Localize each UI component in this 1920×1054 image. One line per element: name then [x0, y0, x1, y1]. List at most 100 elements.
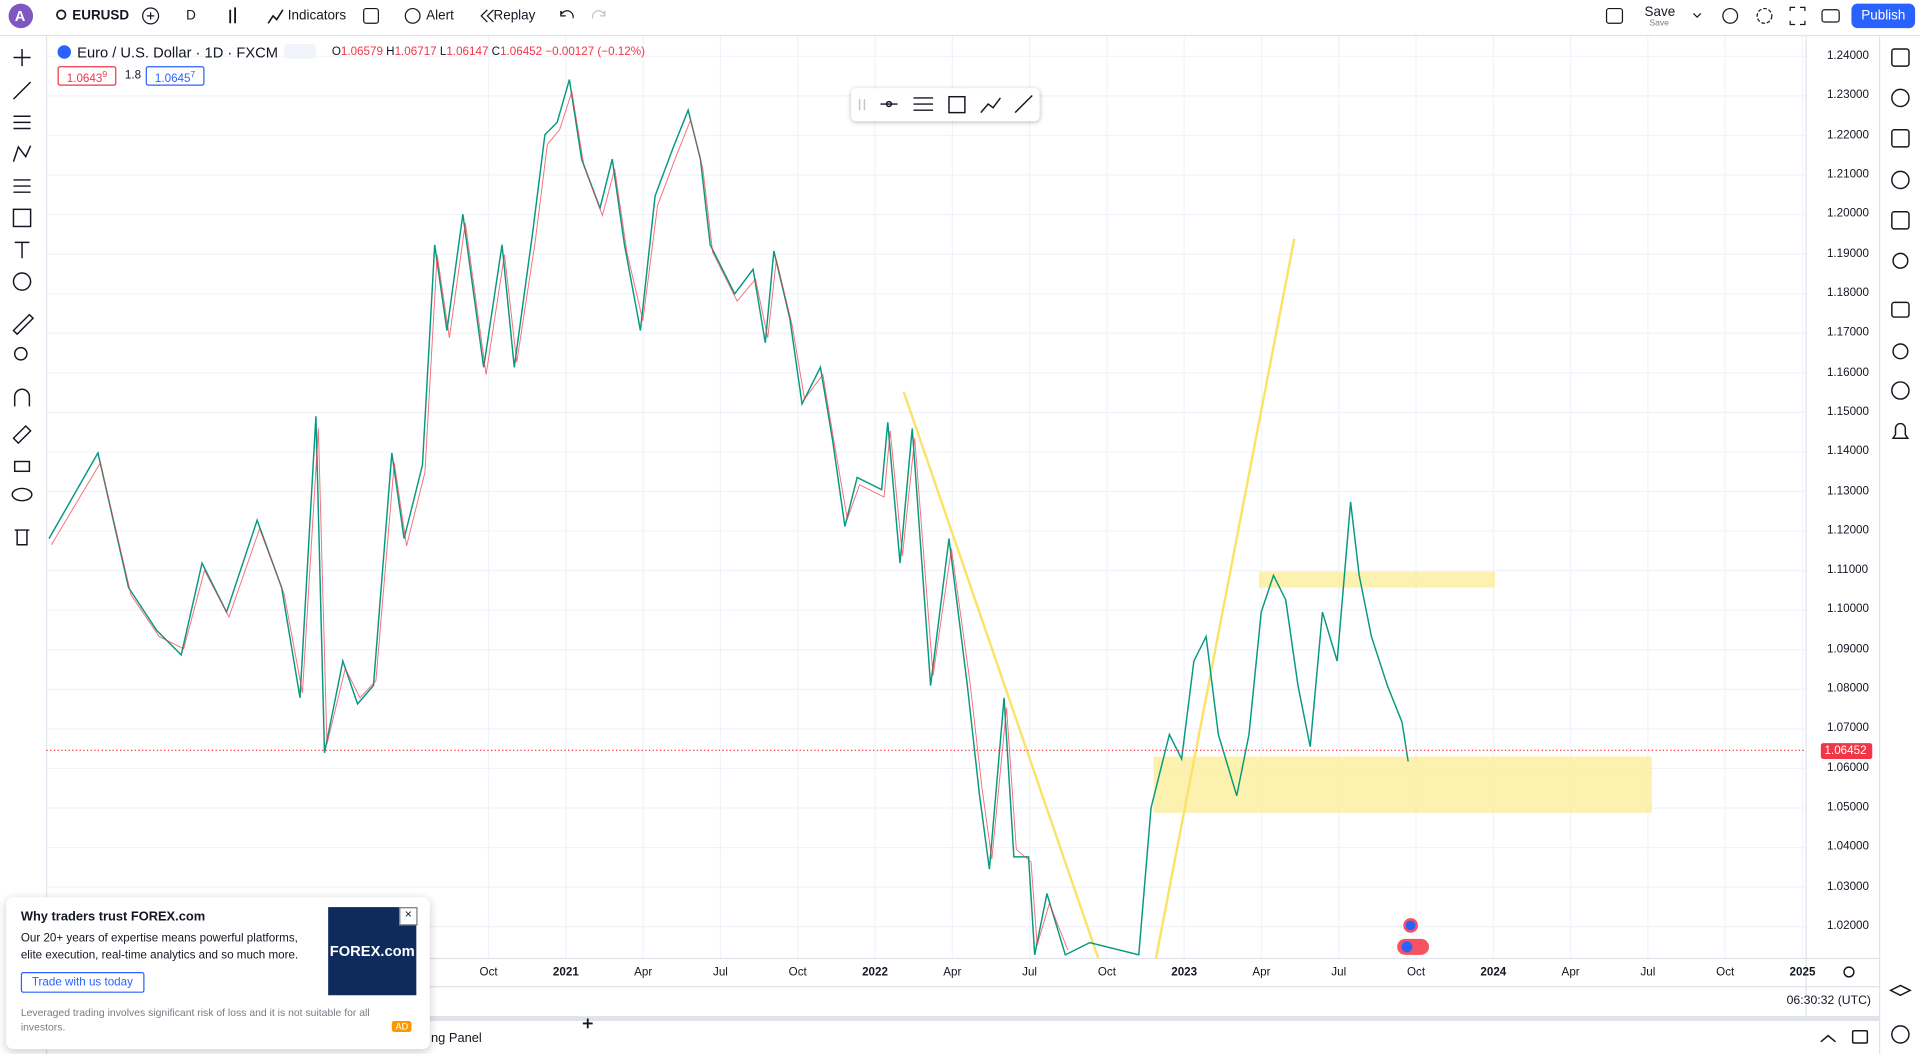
price-tick: 1.17000 [1826, 325, 1869, 340]
ohlc-label: H [386, 45, 395, 59]
price-tick: 1.08000 [1826, 681, 1869, 696]
change: −0.00127 (−0.12%) [545, 45, 645, 59]
price-tick: 1.13000 [1826, 484, 1869, 498]
line-tool [885, 100, 893, 108]
zone-rect [1153, 756, 1652, 813]
layout-icon[interactable] [1605, 7, 1624, 24]
price-tick: 1.23000 [1826, 88, 1869, 102]
settings[interactable] [1756, 7, 1773, 24]
price-tick: 1.15000 [1826, 405, 1869, 419]
forecast-tool[interactable] [13, 179, 31, 193]
time-tick: Oct [1716, 965, 1735, 980]
shapes-tool[interactable] [12, 208, 32, 228]
event-marker[interactable] [1405, 920, 1416, 931]
floating-toolbar-icons [858, 94, 1033, 114]
drawing-tools [11, 48, 35, 546]
axis-settings[interactable] [1843, 966, 1855, 978]
legend-toggle[interactable] [284, 44, 316, 59]
redo-icon[interactable] [591, 10, 606, 19]
price-series [48, 79, 1409, 956]
streams[interactable] [1892, 343, 1909, 360]
snapshot[interactable] [1821, 9, 1840, 23]
help[interactable] [1891, 1025, 1910, 1044]
chart-type-icon[interactable] [229, 7, 237, 24]
draw-mode-tool[interactable] [12, 424, 32, 445]
replay-icon[interactable] [480, 9, 494, 23]
remove-tool[interactable] [14, 529, 30, 546]
measure-tool[interactable] [12, 313, 35, 336]
avatar[interactable] [8, 3, 34, 29]
ad-title: Why traders trust FOREX.com [20, 909, 206, 925]
sell-button[interactable]: 1.06439 [57, 66, 117, 86]
add-symbol-icon[interactable] [142, 7, 160, 25]
ohlc: O1.06579 H1.06717 L1.06147 C1.06452 −0.0… [332, 45, 645, 58]
ohlc-value: 1.06452 [500, 45, 543, 59]
ray-tool[interactable] [1014, 94, 1033, 114]
ohlc-label: L [439, 45, 447, 59]
chats[interactable] [1891, 301, 1910, 318]
templates-icon[interactable] [363, 7, 379, 24]
rect-tool[interactable] [948, 95, 966, 114]
price-tick: 1.11000 [1826, 563, 1869, 577]
search-icon[interactable] [56, 9, 67, 20]
ideas[interactable] [1892, 252, 1909, 269]
publish[interactable]: Publish [1861, 8, 1906, 24]
zoom-tool[interactable] [13, 346, 28, 361]
crosshair-tool[interactable] [13, 48, 31, 67]
panel-maximize[interactable] [1851, 1030, 1869, 1044]
undo-icon[interactable] [560, 10, 574, 19]
notifications[interactable] [1891, 422, 1910, 439]
ad-button[interactable]: Trade with us today [20, 971, 144, 993]
price-tick: 1.16000 [1826, 365, 1869, 379]
alert[interactable]: Alert [426, 8, 454, 24]
buy-button[interactable]: 1.06457 [145, 66, 205, 86]
text-tool[interactable] [14, 241, 30, 259]
lock-tool[interactable] [13, 460, 31, 473]
hide-tool[interactable] [11, 487, 33, 502]
time-tick: Oct [1097, 965, 1116, 980]
time-tick: 2023 [1171, 965, 1198, 980]
path-tool[interactable] [980, 97, 1001, 114]
magnet-tool[interactable] [13, 388, 31, 407]
add-symbol-icon [146, 12, 155, 20]
resize-handle[interactable] [582, 1018, 593, 1029]
fullscreen[interactable] [1789, 6, 1806, 26]
watchlist[interactable] [1891, 48, 1910, 67]
ohlc-value: 1.06579 [340, 45, 383, 59]
broadcasts[interactable] [1891, 381, 1910, 400]
quick-search[interactable] [1722, 7, 1739, 24]
price-tick: 1.18000 [1826, 286, 1869, 300]
fib-tool[interactable] [13, 115, 31, 130]
publish-button[interactable] [1851, 3, 1916, 29]
save-menu[interactable] [1693, 13, 1702, 19]
time-tick: Jul [1640, 965, 1656, 980]
time-tick: Jul [712, 965, 728, 980]
save[interactable]: Save [1644, 4, 1676, 20]
ohlc-value: 1.06147 [446, 45, 489, 59]
calendar[interactable] [1891, 211, 1910, 230]
indicators-icon[interactable] [267, 9, 284, 24]
panel-collapse[interactable] [1820, 1034, 1836, 1043]
data-window[interactable] [1891, 129, 1910, 148]
symbol[interactable]: EURUSD [72, 8, 130, 24]
alert-icon[interactable] [404, 7, 421, 24]
trend-tool[interactable] [12, 81, 32, 100]
bottom-panel-label[interactable]: ng Panel [431, 1030, 482, 1046]
hotlists[interactable] [1891, 170, 1910, 190]
indicators[interactable]: Indicators [287, 8, 347, 24]
ad-body: Our 20+ years of expertise means powerfu… [20, 931, 299, 963]
replay[interactable]: Replay [493, 8, 536, 24]
icons-tool[interactable] [12, 272, 32, 291]
fib-tool[interactable] [913, 97, 934, 111]
price-tick: 1.02000 [1826, 919, 1869, 933]
pattern-tool[interactable] [12, 145, 32, 162]
interval[interactable]: D [186, 8, 196, 24]
ohlc-label: C [491, 45, 501, 59]
ad-close[interactable]: × [399, 907, 418, 926]
object-tree[interactable] [1888, 984, 1912, 997]
drag-handle[interactable] [858, 99, 866, 111]
time-tick: 2024 [1480, 965, 1507, 980]
event-marker[interactable] [1401, 941, 1413, 953]
alerts[interactable] [1891, 88, 1910, 108]
